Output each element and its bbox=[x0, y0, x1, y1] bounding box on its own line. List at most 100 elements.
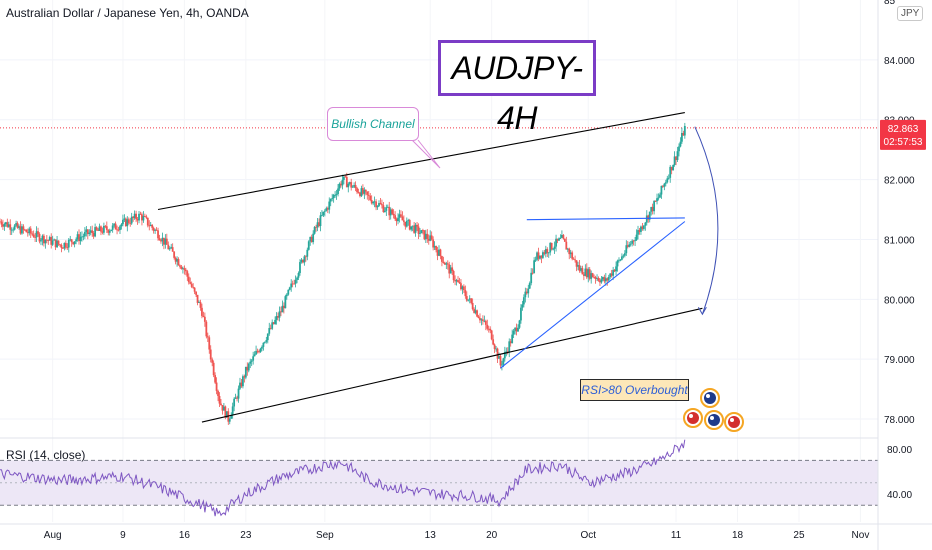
candle-body bbox=[12, 229, 15, 231]
flag-sticker-fill bbox=[728, 416, 740, 428]
candle-body bbox=[195, 291, 197, 295]
time-tick-label: 13 bbox=[425, 530, 437, 541]
symbol-title[interactable]: Australian Dollar / Japanese Yen, 4h, OA… bbox=[6, 6, 249, 20]
candle-body bbox=[546, 249, 549, 254]
candle-body bbox=[4, 222, 7, 225]
last-price-tag bbox=[880, 119, 926, 150]
candle-body bbox=[417, 226, 420, 234]
candle-body bbox=[337, 188, 339, 195]
candle-body bbox=[45, 239, 48, 241]
candle-body bbox=[394, 215, 396, 219]
candle-body bbox=[637, 230, 639, 235]
candle-body bbox=[316, 222, 319, 228]
rsi-overbought-note[interactable]: RSI>80 Overbought bbox=[580, 379, 689, 401]
candle-body bbox=[2, 224, 4, 227]
chart-grid bbox=[0, 0, 878, 522]
candle-body bbox=[246, 366, 249, 371]
candle-body bbox=[307, 241, 310, 250]
candle-body bbox=[252, 356, 255, 361]
candle-body bbox=[664, 182, 667, 184]
candle-body bbox=[63, 242, 66, 249]
candle-body bbox=[386, 206, 389, 208]
candle-body bbox=[565, 241, 568, 250]
currency-badge[interactable]: JPY bbox=[897, 6, 924, 21]
rsi-title[interactable]: RSI (14, close) bbox=[6, 448, 86, 462]
candle-body bbox=[309, 236, 312, 242]
candle-body bbox=[76, 234, 79, 240]
candle-body bbox=[486, 324, 489, 329]
candle-body bbox=[404, 221, 407, 227]
candle-body bbox=[255, 350, 257, 355]
candle-body bbox=[416, 224, 418, 227]
time-tick-label: Oct bbox=[580, 530, 596, 541]
candle-body bbox=[48, 237, 51, 241]
candle-body bbox=[432, 239, 435, 248]
candle-body bbox=[427, 238, 430, 241]
candle-body bbox=[148, 225, 151, 227]
candle-body bbox=[189, 282, 192, 284]
candle-body bbox=[600, 279, 603, 283]
candle-body bbox=[653, 200, 656, 212]
candle-body bbox=[531, 272, 534, 274]
candle-body bbox=[225, 411, 228, 418]
candle-body bbox=[502, 358, 505, 365]
candle-body bbox=[604, 278, 607, 282]
candle-body bbox=[375, 201, 377, 208]
candle-body bbox=[351, 186, 354, 188]
headline-annotation[interactable]: AUDJPY-4H bbox=[438, 40, 596, 136]
candle-body bbox=[471, 302, 474, 310]
candle-body bbox=[299, 262, 301, 274]
candle-body bbox=[379, 203, 382, 205]
candle-body bbox=[205, 321, 208, 337]
candle-body bbox=[527, 288, 530, 294]
candle-body bbox=[540, 255, 543, 258]
candle-body bbox=[81, 236, 83, 238]
candle-body bbox=[568, 248, 571, 255]
candle-body bbox=[202, 315, 205, 317]
candle-body bbox=[268, 327, 271, 334]
candle-body bbox=[632, 240, 635, 242]
candle-body bbox=[13, 225, 16, 230]
candle-body bbox=[537, 252, 540, 259]
candle-body bbox=[501, 364, 503, 366]
candle-body bbox=[217, 390, 219, 397]
candle-body bbox=[164, 238, 167, 245]
candle-body bbox=[59, 244, 61, 246]
candle-body bbox=[669, 166, 672, 178]
candle-body bbox=[597, 278, 600, 281]
candle-body bbox=[303, 256, 306, 263]
candle-body bbox=[448, 264, 451, 274]
candle-body bbox=[278, 311, 281, 318]
candle-body bbox=[544, 249, 547, 254]
candle-body bbox=[0, 221, 1, 223]
resistance-line bbox=[526, 217, 685, 221]
bullish-channel-note[interactable]: Bullish Channel bbox=[327, 107, 419, 141]
candle-body bbox=[211, 359, 214, 363]
candle-body bbox=[407, 220, 410, 221]
candle-body bbox=[410, 226, 413, 230]
candle-body bbox=[678, 146, 680, 152]
candle-body bbox=[323, 210, 326, 212]
candle-body bbox=[593, 277, 596, 279]
candle-body bbox=[575, 260, 578, 267]
candle-body bbox=[157, 230, 159, 239]
candle-body bbox=[622, 255, 625, 257]
candle-body bbox=[530, 272, 533, 284]
candle-body bbox=[326, 208, 329, 210]
candle-body bbox=[22, 226, 25, 230]
candle-body bbox=[100, 226, 102, 232]
candle-body bbox=[499, 356, 502, 366]
candle-body bbox=[571, 252, 574, 259]
candle-body bbox=[249, 361, 252, 364]
flag-sticker-mark bbox=[706, 394, 710, 398]
candle-body bbox=[35, 231, 38, 238]
candle-body bbox=[512, 330, 515, 335]
candle-body bbox=[92, 233, 95, 237]
candle-body bbox=[272, 322, 275, 324]
candle-body bbox=[171, 247, 174, 252]
candle-body bbox=[98, 226, 101, 231]
candle-body bbox=[296, 277, 298, 280]
candle-body bbox=[86, 229, 89, 235]
